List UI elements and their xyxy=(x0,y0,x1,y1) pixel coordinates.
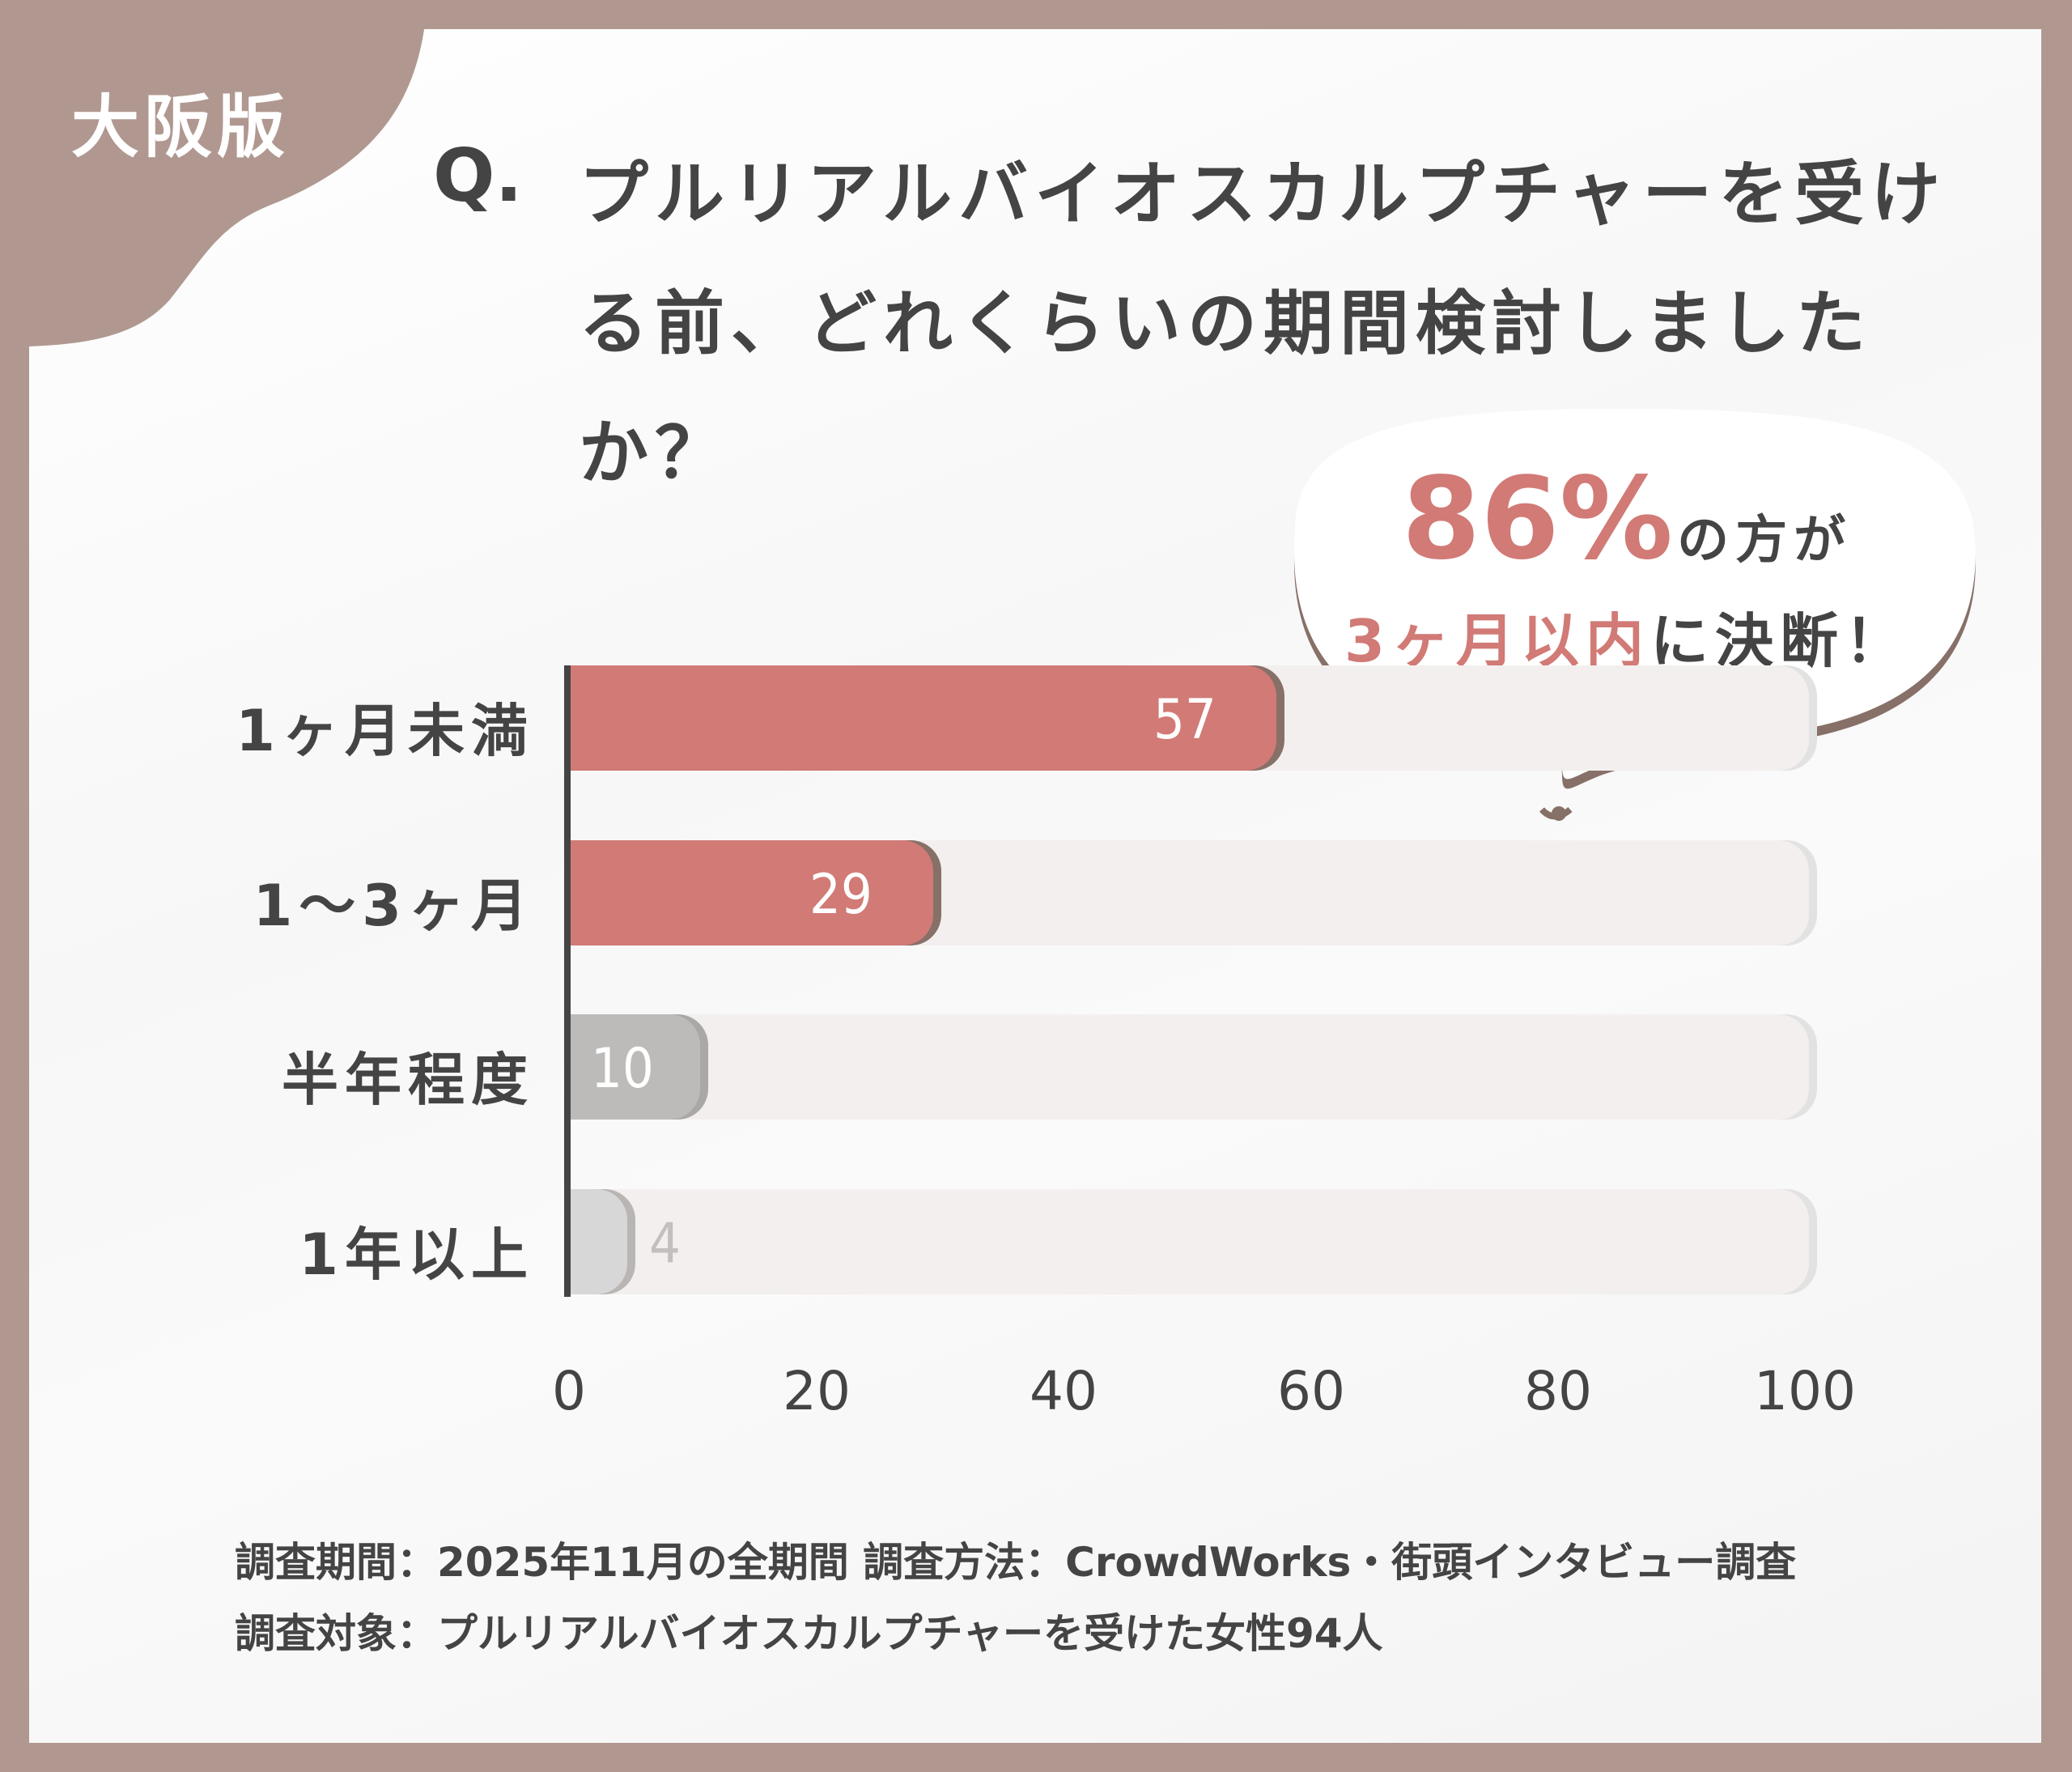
x-tick: 40 xyxy=(1030,1360,1098,1422)
x-tick: 0 xyxy=(552,1360,586,1422)
bar xyxy=(571,840,933,945)
category-label: 1年以上 xyxy=(299,1222,534,1288)
bar-row-1: 1ヶ月未満 57 xyxy=(0,665,2072,775)
y-axis-line xyxy=(564,665,571,1297)
callout-line2-suffix: に決断！ xyxy=(1650,607,1910,675)
bar xyxy=(571,1189,627,1294)
x-tick: 20 xyxy=(783,1360,851,1422)
x-tick: 80 xyxy=(1524,1360,1592,1422)
survey-note-line2: 調査対象：プルリアルバイオスカルプチャーを受けた女性94人 xyxy=(235,1610,1383,1657)
bar-value: 29 xyxy=(809,863,873,927)
x-tick: 100 xyxy=(1754,1360,1856,1422)
bar-row-2: 1〜3ヶ月 29 xyxy=(0,840,2072,950)
region-corner-shape xyxy=(0,0,427,356)
callout-line1-suffix: の方が xyxy=(1677,511,1853,571)
category-label: 1〜3ヶ月 xyxy=(253,873,534,939)
bar-value: 4 xyxy=(649,1212,681,1276)
callout-text: 86% の方が 3ヶ月以内に決断！ xyxy=(1263,453,1991,678)
bar-track xyxy=(571,1014,1809,1120)
callout-percent: 86% xyxy=(1401,453,1673,585)
bar-value: 10 xyxy=(591,1037,654,1101)
category-label: 1ヶ月未満 xyxy=(236,698,534,764)
bar xyxy=(571,1014,700,1120)
callout-accent: 3ヶ月以内 xyxy=(1344,607,1651,675)
region-badge: 大阪版 xyxy=(71,87,291,167)
bar-value: 57 xyxy=(1153,688,1216,752)
question-title: プルリアルバイオスカルプチャーを受ける前、どれくらいの期間検討しましたか？ xyxy=(579,154,1947,494)
bar xyxy=(571,665,1276,771)
bar-track xyxy=(571,1189,1809,1294)
bar-row-4: 1年以上 4 xyxy=(0,1189,2072,1298)
question-prefix: Q. xyxy=(433,134,523,219)
category-label: 半年程度 xyxy=(282,1047,534,1113)
bar-row-3: 半年程度 10 xyxy=(0,1014,2072,1124)
x-tick: 60 xyxy=(1277,1360,1345,1422)
survey-note-line1: 調査期間：2025年11月の全期間 調査方法：CrowdWorks・街頭インタビ… xyxy=(235,1539,1797,1586)
